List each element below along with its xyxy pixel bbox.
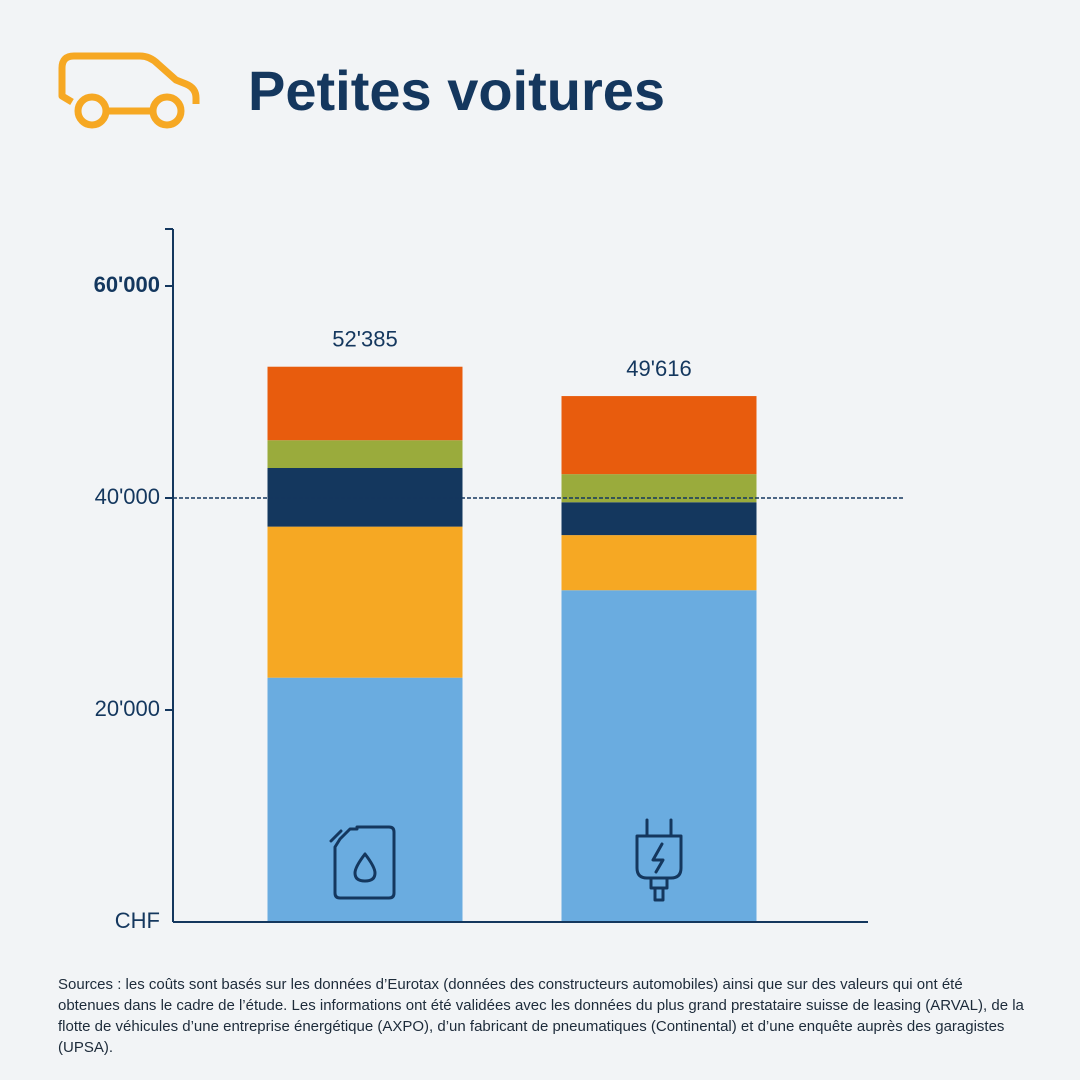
y-axis-label: CHF: [115, 908, 160, 933]
y-tick-label: 60'000: [94, 272, 160, 297]
plug-icon: [635, 818, 683, 902]
y-tick-label: 40'000: [95, 484, 160, 509]
car-icon: [58, 52, 200, 129]
fuel-icon: [329, 825, 396, 900]
bar-segment: [561, 590, 757, 922]
footnote: Sources : les coûts sont basés sur les d…: [58, 976, 1024, 1056]
bar-segment: [561, 396, 757, 475]
bar-segment: [561, 535, 757, 591]
bar-segment: [267, 526, 463, 678]
bar-segment: [561, 502, 757, 536]
chart: Petites voitures CHF 20'000 40'000 60'000 52…: [58, 52, 903, 933]
bar-segment: [267, 366, 463, 441]
bar-segment: [267, 677, 463, 922]
total-label: 49'616: [626, 356, 691, 381]
icons: [329, 818, 683, 902]
bar-segment: [267, 440, 463, 469]
chart-title: Petites voitures: [248, 59, 665, 122]
total-label: 52'385: [332, 327, 397, 352]
plot: CHF 20'000 40'000 60'000 52'385 49'616: [94, 228, 903, 933]
y-tick-label: 20'000: [95, 696, 160, 721]
